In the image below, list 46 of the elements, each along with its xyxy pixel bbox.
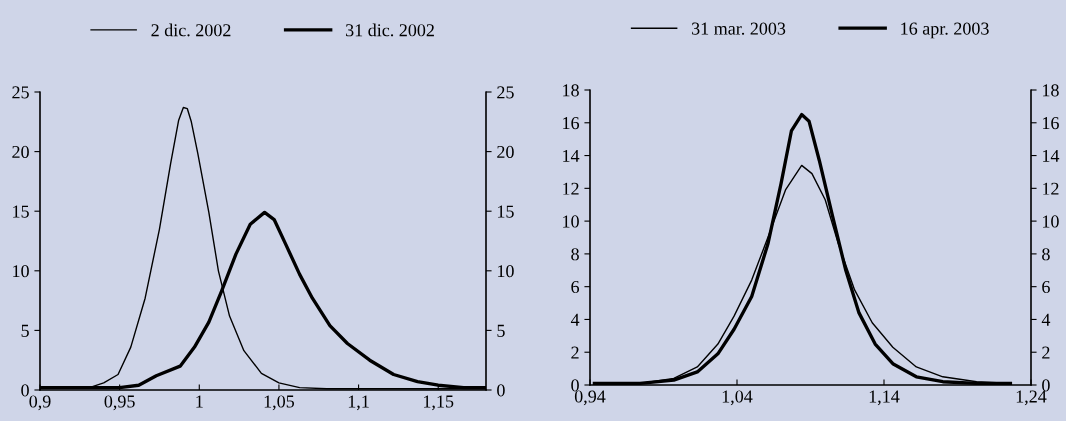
x-tick-label: 1,1 [348,395,369,411]
x-tick-label: 1 [196,395,203,408]
y2-tick-label: 18 [1043,84,1059,97]
y2-tick-label: 5 [497,324,505,337]
y2-tick-label: 0 [497,384,505,397]
x-tick-label: 1,14 [869,390,900,406]
y2-tick-label: 10 [1043,215,1059,228]
y-tick-label: 18 [563,84,579,97]
y2-tick-label: 6 [1042,280,1050,294]
legend-label: 2 dic. 2002 [151,23,231,37]
x-tick-label: 1,15 [424,395,454,411]
x-tick-label: 0,94 [574,390,606,406]
y-tick-label: 8 [571,248,579,261]
x-tick-label: 0,9 [29,395,51,411]
x-tick-label: 1,05 [264,395,295,411]
y-tick-label: 12 [563,182,579,195]
x-tick-label: 1,04 [722,390,753,406]
legend-label: 31 mar. 2003 [692,22,786,35]
y-tick-label: 15 [13,205,29,218]
y2-tick-label: 8 [1042,248,1050,261]
y2-tick-label: 0 [1042,379,1050,392]
y-tick-label: 25 [12,86,29,99]
y-tick-label: 5 [21,324,29,337]
y2-tick-label: 4 [1041,313,1051,326]
y-tick-label: 10 [13,265,29,278]
y2-tick-label: 2 [1042,346,1050,359]
y2-tick-label: 12 [1043,182,1059,195]
legend-label: 31 dic. 2002 [346,23,434,37]
y2-tick-label: 20 [497,145,514,159]
x-tick-label: 0,95 [104,395,135,411]
y-tick-label: 10 [563,215,579,228]
legend-label: 16 apr. 2003 [901,22,989,39]
y-tick-label: 6 [571,280,580,294]
y-tick-label: 2 [571,346,579,359]
y2-tick-label: 25 [497,86,514,99]
y-tick-label: 4 [570,313,580,326]
y-tick-label: 16 [563,117,580,130]
y-tick-label: 20 [12,145,29,159]
y2-tick-label: 16 [1043,117,1059,130]
y2-tick-label: 15 [498,205,514,218]
y-tick-label: 0 [571,379,579,392]
y-tick-label: 0 [21,384,29,397]
x-tick-label: 1,24 [1016,390,1047,406]
y2-tick-label: 10 [498,265,514,278]
y2-tick-label: 14 [1043,149,1060,162]
y-tick-label: 14 [563,149,580,162]
